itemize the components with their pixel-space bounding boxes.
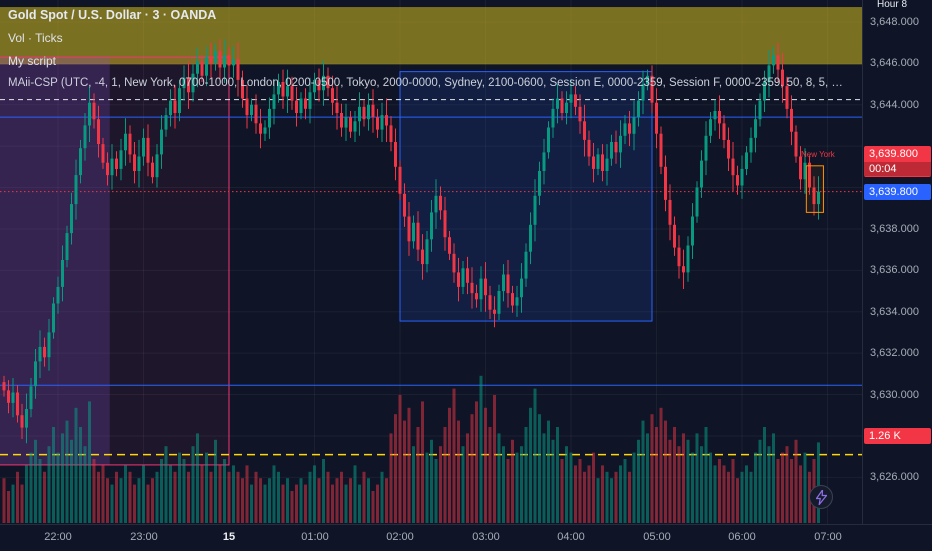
time-axis-label: 04:00 <box>557 531 585 543</box>
volume-bars <box>2 375 820 523</box>
chart-plot-area[interactable] <box>0 0 862 524</box>
hour-counter-label: Hour 8 <box>877 0 908 10</box>
legend-symbol[interactable]: Gold Spot / U.S. Dollar · 3 · OANDA <box>8 8 217 22</box>
candlesticks <box>2 39 820 444</box>
legend-maii-csp-indicator[interactable]: MAii-CSP (UTC, -4, 1, New York, 0700-100… <box>8 77 843 89</box>
price-axis-label: 3,648.000 <box>870 16 919 28</box>
price-axis-label: 3,646.000 <box>870 57 919 69</box>
last-price-badge: 3,639.800 00:04 <box>864 146 931 177</box>
price-axis-label: 3,634.000 <box>870 306 919 318</box>
lightning-icon <box>815 489 827 505</box>
volume-badge: 1.26 K <box>864 428 931 444</box>
price-axis[interactable]: 3,639.800 00:04 3,639.800 1.26 K 3,648.0… <box>862 0 932 524</box>
price-axis-label: 3,644.000 <box>870 99 919 111</box>
price-axis-label: 3,638.000 <box>870 223 919 235</box>
highlight-box <box>805 165 824 213</box>
new-york-session-label: New York <box>801 150 835 159</box>
quick-trade-button[interactable] <box>809 485 833 509</box>
bar-countdown: 00:04 <box>864 162 931 176</box>
session-zones <box>0 7 862 466</box>
price-axis-label: 3,626.000 <box>870 471 919 483</box>
last-price-value: 3,639.800 <box>869 148 918 160</box>
time-axis-label: 01:00 <box>301 531 329 543</box>
time-axis-label: 05:00 <box>643 531 671 543</box>
time-axis-label: 03:00 <box>472 531 500 543</box>
time-axis-label: 02:00 <box>386 531 414 543</box>
time-axis-label: 22:00 <box>44 531 72 543</box>
time-axis-label: 23:00 <box>130 531 158 543</box>
price-axis-label: 3,630.000 <box>870 389 919 401</box>
time-axis-label: 07:00 <box>814 531 842 543</box>
time-axis-label: 15 <box>222 531 236 543</box>
indicator-price-badge: 3,639.800 <box>864 184 931 200</box>
legend-my-script[interactable]: My script <box>8 54 56 68</box>
time-axis[interactable]: 22:00 23:00 15 01:00 02:00 03:00 04:00 05:00 06:… <box>0 524 932 551</box>
price-axis-label: 3,632.000 <box>870 347 919 359</box>
price-axis-label: 3,636.000 <box>870 264 919 276</box>
legend-volume-indicator[interactable]: Vol · Ticks <box>8 31 63 45</box>
time-axis-label: 06:00 <box>728 531 756 543</box>
chart-legend: Gold Spot / U.S. Dollar · 3 · OANDA Vol … <box>8 8 843 89</box>
